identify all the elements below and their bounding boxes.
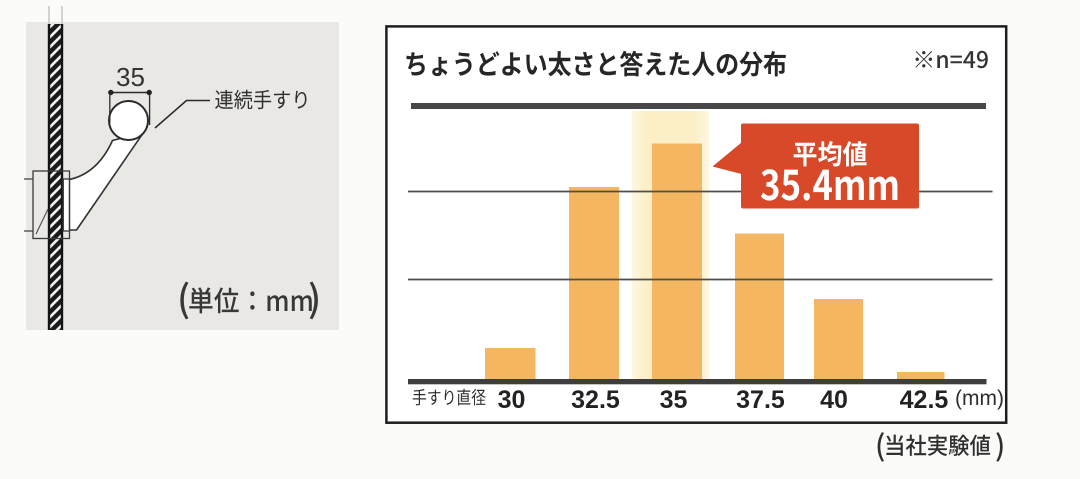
svg-text:35: 35: [116, 62, 145, 92]
svg-text:40: 40: [820, 386, 848, 414]
svg-text:32.5: 32.5: [571, 386, 620, 414]
svg-text:30: 30: [498, 386, 526, 414]
svg-text:37.5: 37.5: [736, 386, 785, 414]
svg-text:35: 35: [660, 386, 688, 414]
svg-text:42.5: 42.5: [900, 386, 949, 414]
svg-text:(mm): (mm): [955, 387, 1004, 410]
